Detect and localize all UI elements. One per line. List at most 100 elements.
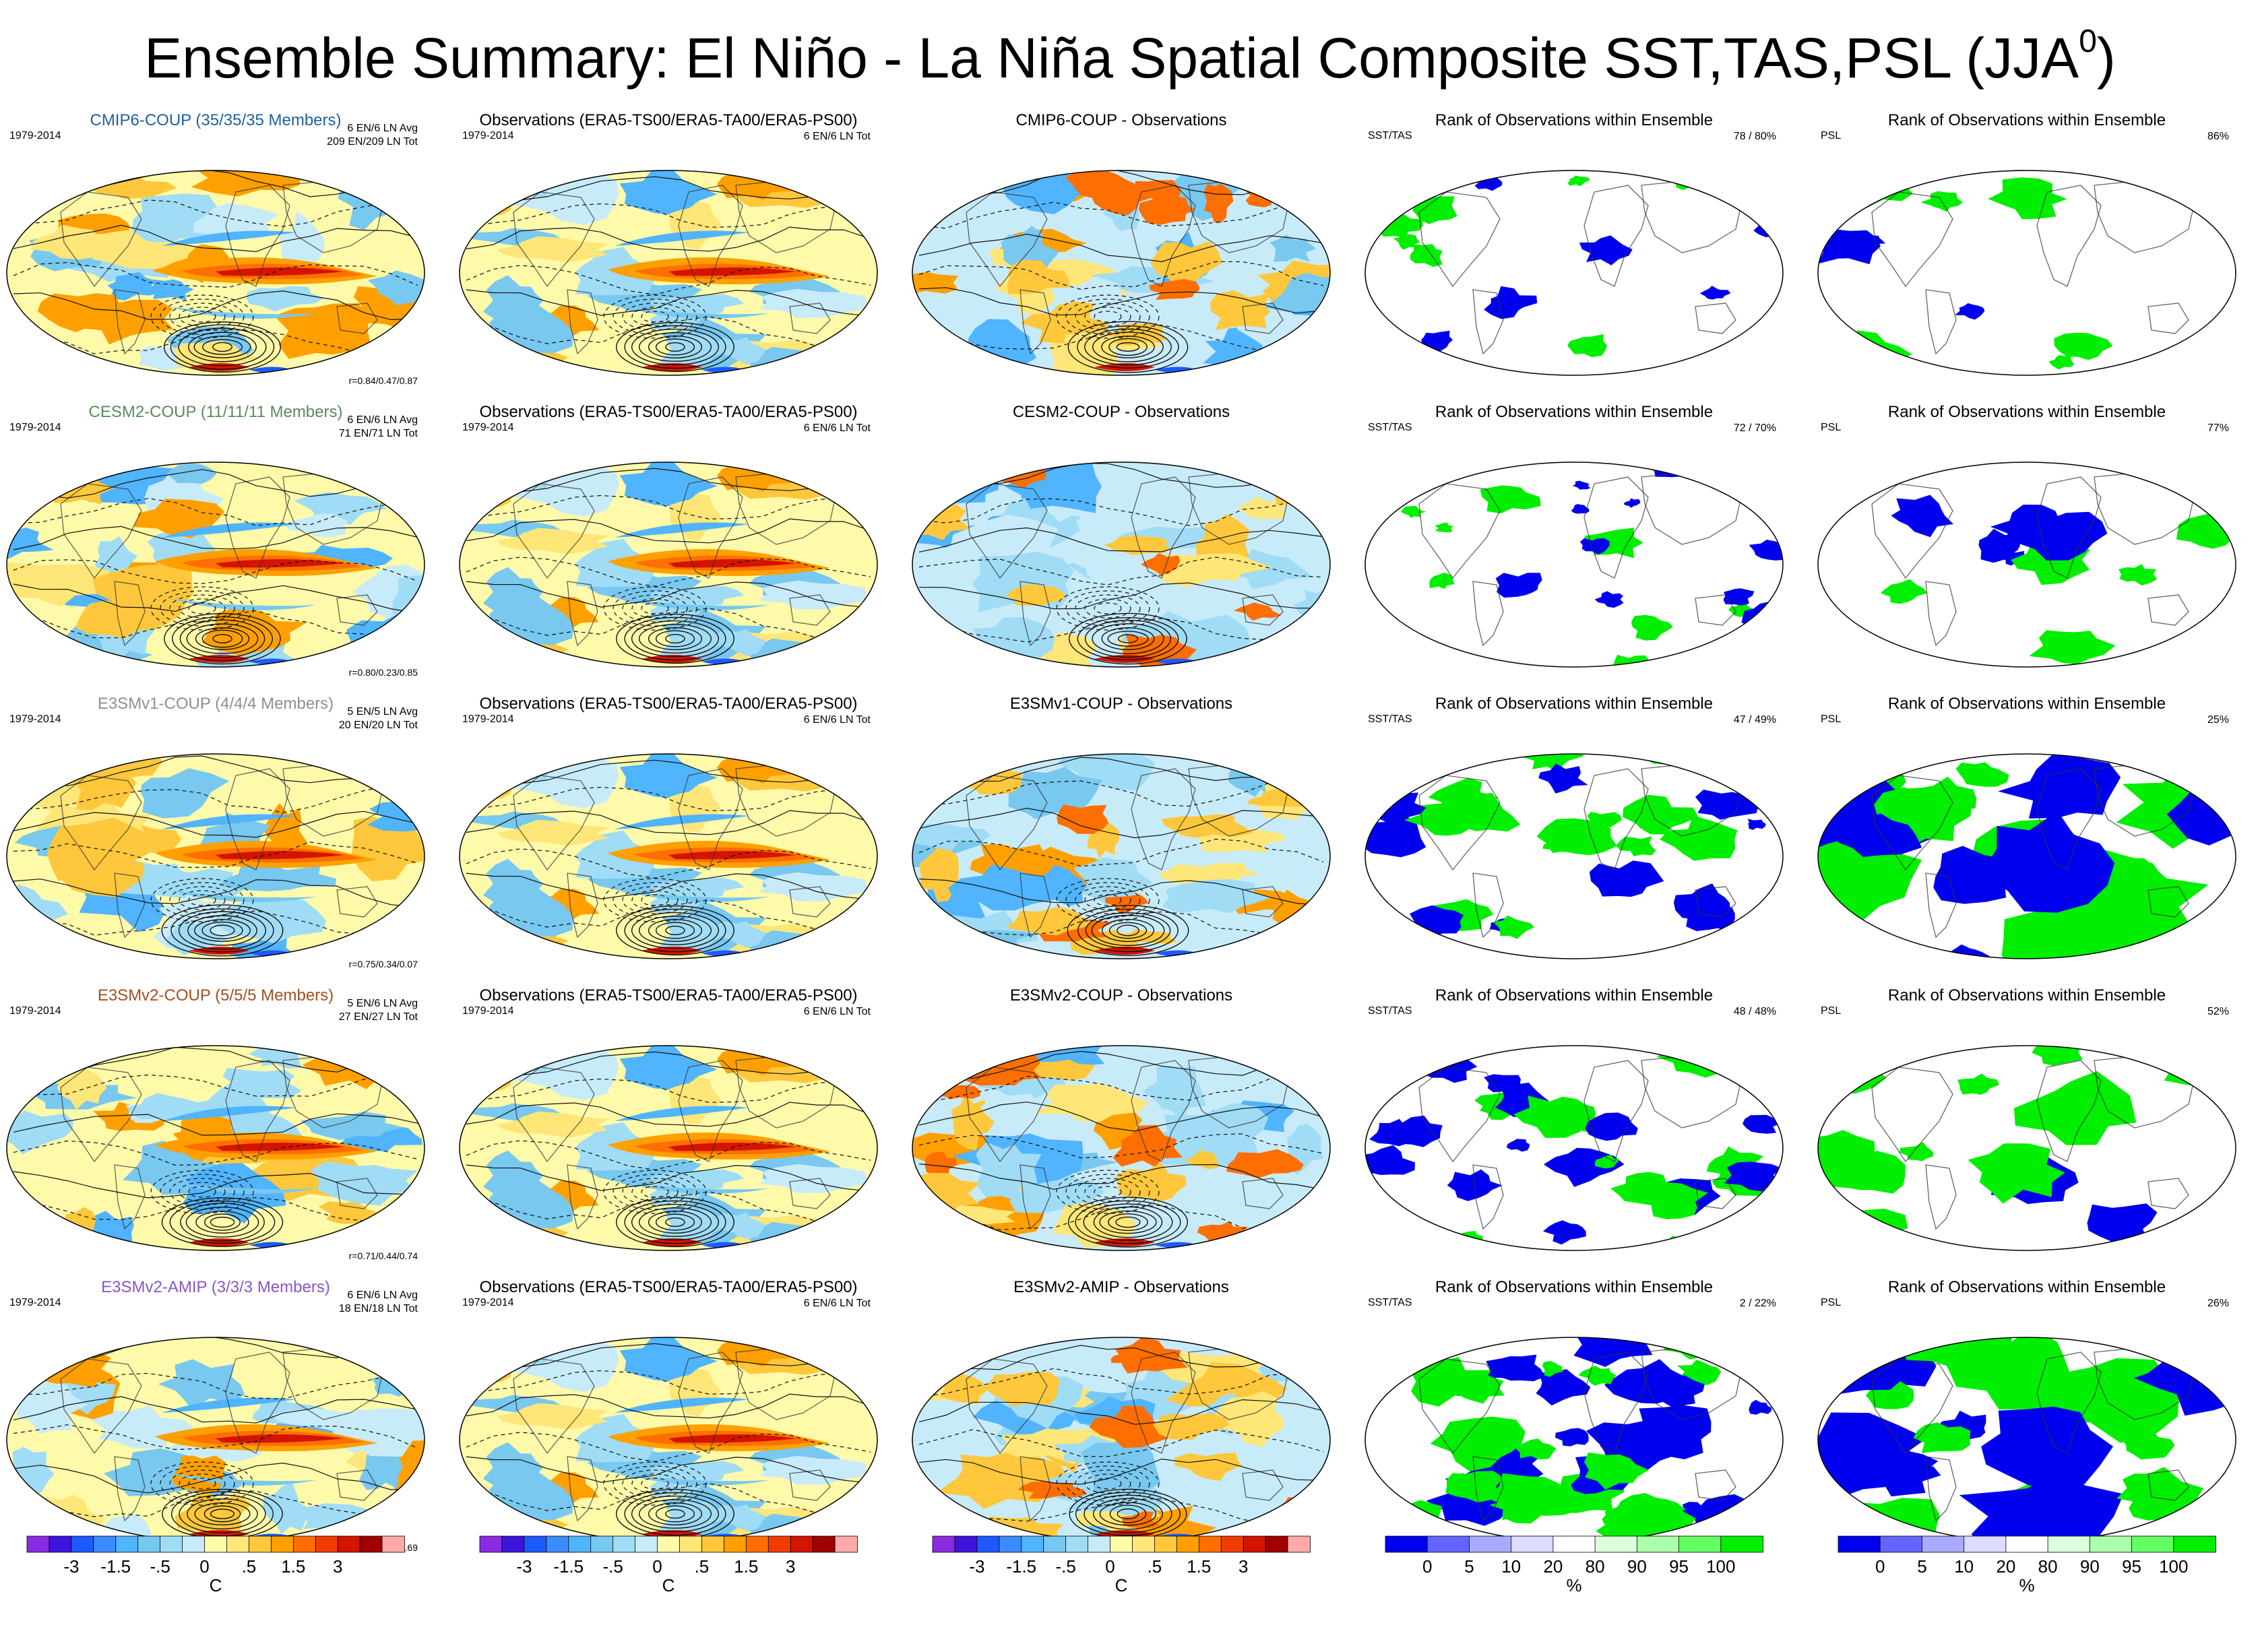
colorbar-tick-label: -1.5 [1006,1556,1036,1577]
panel-title: Rank of Observations within Ensemble [1887,111,2166,129]
map-rank2 [1817,753,2236,959]
period-label: 1979-2014 [9,422,61,433]
colorbar-tick-label: 1.5 [1187,1556,1211,1577]
map-diff [912,170,1331,376]
colorbar-swatch [1088,1535,1111,1553]
period-label: 1979-2014 [9,1005,61,1017]
map-rank2 [1817,1337,2236,1543]
colorbar-swatch [1021,1535,1044,1553]
colorbar-swatch [359,1535,383,1553]
colorbar-swatch [226,1535,250,1553]
colorbar-swatch [2131,1535,2174,1553]
colorbar-swatch [657,1535,681,1553]
rank-percent: 86% [2207,131,2229,142]
colorbar-swatch [115,1535,139,1553]
panel-title: CESM2-COUP (11/11/11 Members) [88,403,343,421]
colorbar-tick-label: 90 [2080,1556,2100,1577]
rank-percent: 72 / 70% [1733,422,1776,434]
colorbar-swatch [590,1535,614,1553]
panel-obs-row5: Observations (ERA5-TS00/ERA5-TA00/ERA5-P… [453,1278,884,1561]
map-obs [459,1337,878,1543]
map-diff [912,462,1331,668]
colorbar-swatch [1243,1535,1267,1553]
colorbar-swatch [160,1535,183,1553]
period-label: 1979-2014 [462,1297,514,1308]
panel-diff-row1: CMIP6-COUP - Observations [906,111,1337,394]
temperature-colorbar-3: -3 -1.5 -.5 0 .5 1.5 3 C [906,1529,1337,1637]
panel-model-row4: E3SMv2-COUP (5/5/5 Members) 1979-2014 5 EN… [0,986,431,1269]
colorbar-swatch [337,1535,361,1553]
map-model [6,170,425,376]
colorbar-swatch [204,1535,228,1553]
colorbar-tick-label: 80 [2038,1556,2058,1577]
map-model [6,1045,425,1251]
colorbar-swatch [745,1535,770,1553]
colorbar-swatch [1132,1535,1156,1553]
map-model [6,1337,425,1543]
colorbar-swatch [2173,1535,2216,1553]
colorbar-swatch [270,1535,294,1553]
figure-title: Ensemble Summary: El Niño - La Niña Spat… [144,24,2116,90]
colorbar-swatch [1678,1535,1722,1553]
colorbar-swatch [1636,1535,1680,1553]
colorbar-tick-label: -.5 [602,1556,623,1577]
colorbar-tick-label: -1.5 [100,1556,131,1577]
panel-rank2-row2: Rank of Observations within Ensemble PSL 7… [1811,403,2242,686]
variable-label: PSL [1821,130,1842,141]
colorbar-tick-label: -1.5 [553,1556,584,1577]
panel-rank2-row1: Rank of Observations within Ensemble PSL 8… [1811,111,2242,394]
colorbar-swatch [1594,1535,1638,1553]
panel-rank1-row1: Rank of Observations within Ensemble SST/… [1358,111,1790,394]
panel-title: Rank of Observations within Ensemble [1435,111,1714,129]
panel-title: E3SMv2-AMIP - Observations [1013,1278,1229,1296]
rank-percent: 48 / 48% [1733,1006,1776,1017]
panel-title: Observations (ERA5-TS00/ERA5-TA00/ERA5-P… [479,1278,858,1296]
rank-percent: 2 / 22% [1739,1298,1776,1309]
panel-title: Rank of Observations within Ensemble [1887,1278,2166,1296]
colorbar-unit: % [2019,1575,2034,1595]
event-counts: 5 EN/6 LN Avg 27 EN/27 LN Tot [338,998,418,1023]
colorbar-swatch [1552,1535,1596,1553]
panel-obs-row4: Observations (ERA5-TS00/ERA5-TA00/ERA5-P… [453,986,884,1269]
panel-title: Rank of Observations within Ensemble [1435,695,1714,713]
colorbar-swatch [613,1535,636,1553]
colorbar-tick-label: 95 [1669,1556,1689,1577]
colorbar-tick-label: 10 [1501,1556,1521,1577]
pattern-correlation: r=0.84/0.47/0.87 [348,375,418,386]
map-rank2 [1817,170,2236,376]
colorbar-swatch [315,1535,339,1553]
colorbar-swatch [1043,1535,1067,1553]
panel-rank2-row3: Rank of Observations within Ensemble PSL 2… [1811,695,2242,978]
colorbar-swatch [479,1535,503,1553]
colorbar-swatch [1879,1535,1923,1553]
event-counts: 6 EN/6 LN Avg 71 EN/71 LN Tot [338,414,418,439]
panel-obs-row3: Observations (ERA5-TS00/ERA5-TA00/ERA5-P… [453,695,884,978]
colorbar-tick-label: -.5 [1055,1556,1075,1577]
colorbar-swatch [71,1535,94,1553]
colorbar-swatch [1065,1535,1089,1553]
colorbar-unit: C [210,1575,222,1595]
variable-label: SST/TAS [1368,130,1412,141]
panel-title: Rank of Observations within Ensemble [1435,403,1714,421]
map-diff [912,1045,1331,1251]
event-counts: 6 EN/6 LN Tot [803,422,871,434]
colorbar-swatch [2089,1535,2133,1553]
colorbar-swatch [1838,1535,1881,1553]
variable-label: SST/TAS [1368,1005,1412,1017]
colorbar-tick-label: 3 [1238,1556,1248,1577]
colorbar-tick-label: .5 [695,1556,710,1577]
panel-diff-row2: CESM2-COUP - Observations [906,403,1337,686]
rank-colorbar-2: 0 5 10 20 80 90 95 100% [1811,1529,2242,1637]
panel-title: Observations (ERA5-TS00/ERA5-TA00/ERA5-P… [479,695,858,713]
variable-label: SST/TAS [1368,422,1412,433]
panel-title: Rank of Observations within Ensemble [1887,403,2166,421]
colorbar-swatch [2005,1535,2049,1553]
map-obs [459,1045,878,1251]
colorbar-swatch [1385,1535,1429,1553]
panel-rank1-row5: Rank of Observations within Ensemble SST/… [1358,1278,1790,1561]
rank-percent: 26% [2207,1298,2229,1309]
panel-title: E3SMv2-COUP (5/5/5 Members) [97,986,334,1005]
panel-title: Rank of Observations within Ensemble [1887,695,2166,713]
panel-title: CMIP6-COUP (35/35/35 Members) [90,111,342,129]
temperature-colorbar-2: -3 -1.5 -.5 0 .5 1.5 3 C [453,1529,884,1637]
